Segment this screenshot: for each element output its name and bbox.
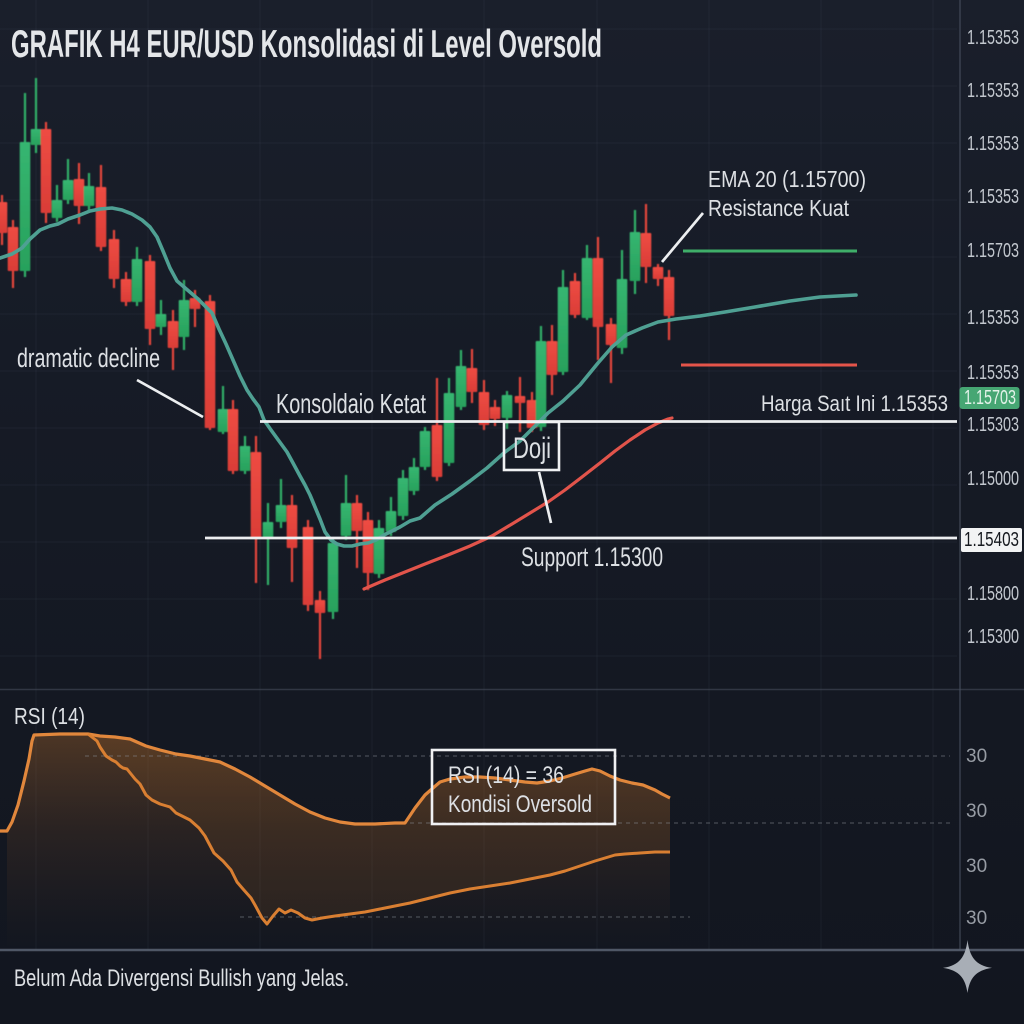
svg-text:1.15703: 1.15703 xyxy=(967,240,1019,262)
svg-text:30: 30 xyxy=(966,801,987,822)
svg-text:1.15403: 1.15403 xyxy=(964,529,1019,551)
svg-text:Doji: Doji xyxy=(513,432,551,465)
svg-text:30: 30 xyxy=(966,908,987,929)
svg-text:1.15353: 1.15353 xyxy=(967,186,1019,208)
svg-text:GRAFIK H4 EUR/USD Konsolidasi: GRAFIK H4 EUR/USD Konsolidasi di Level O… xyxy=(11,23,602,66)
svg-text:1.15000: 1.15000 xyxy=(967,468,1019,490)
svg-text:Konsoldaio Ketat: Konsoldaio Ketat xyxy=(276,388,426,419)
svg-text:1.15353: 1.15353 xyxy=(967,307,1019,329)
svg-text:1.15353: 1.15353 xyxy=(967,80,1019,102)
svg-text:1.15303: 1.15303 xyxy=(967,414,1019,436)
svg-text:Harga Saıt Ini 1.15353: Harga Saıt Ini 1.15353 xyxy=(761,391,948,416)
svg-text:30: 30 xyxy=(966,746,987,767)
svg-text:1.15300: 1.15300 xyxy=(967,626,1019,648)
svg-text:1.15353: 1.15353 xyxy=(967,133,1019,155)
svg-text:dramatic decline: dramatic decline xyxy=(17,343,160,373)
svg-text:1.15703: 1.15703 xyxy=(964,387,1016,409)
svg-text:1.15353: 1.15353 xyxy=(967,362,1019,384)
svg-text:Support 1.15300: Support 1.15300 xyxy=(521,542,663,572)
svg-text:30: 30 xyxy=(966,856,987,877)
svg-text:EMA 20 (1.15700): EMA 20 (1.15700) xyxy=(708,166,866,192)
svg-text:1.15353: 1.15353 xyxy=(967,27,1019,49)
svg-text:RSI (14) = 36: RSI (14) = 36 xyxy=(448,762,564,789)
svg-text:Resistance Kuat: Resistance Kuat xyxy=(708,195,850,221)
svg-text:Belum Ada Divergensi Bullish y: Belum Ada Divergensi Bullish yang Jelas. xyxy=(14,965,349,992)
svg-text:Kondisi Oversold: Kondisi Oversold xyxy=(448,791,592,818)
svg-text:RSI (14): RSI (14) xyxy=(14,703,85,729)
svg-text:1.15800: 1.15800 xyxy=(967,583,1019,605)
